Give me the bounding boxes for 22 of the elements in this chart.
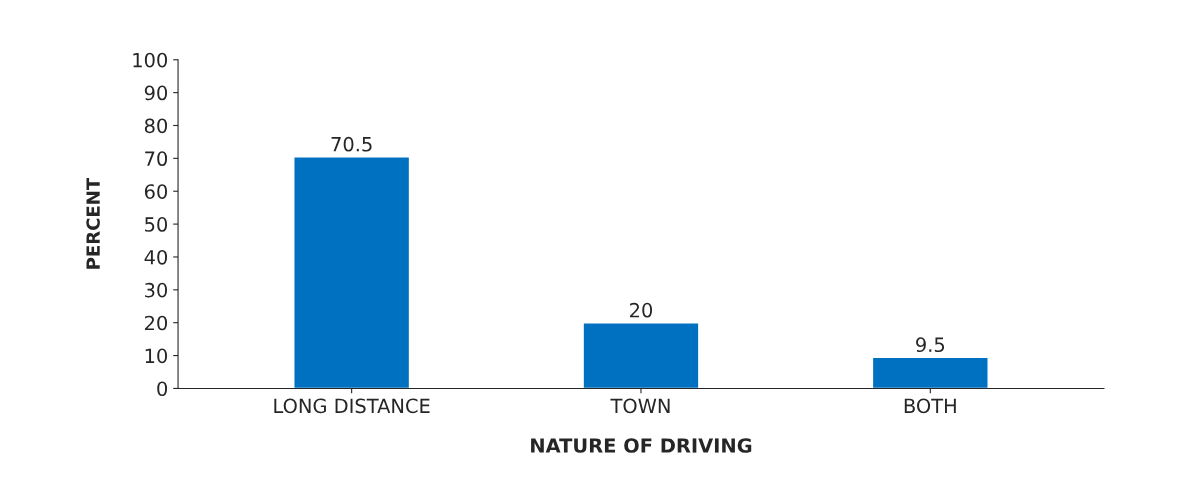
y-tick-label: 50 — [145, 217, 168, 232]
y-tick-label: 70 — [145, 151, 168, 167]
y-tick-label: 30 — [145, 282, 168, 298]
y-tick-label: 0 — [157, 381, 168, 397]
x-tick-label: BOTH — [904, 398, 956, 414]
x-tick-label: LONG DISTANCE — [274, 398, 430, 414]
bar — [582, 322, 700, 389]
y-tick-label: 90 — [144, 85, 168, 101]
y-tick-label: 80 — [144, 118, 168, 134]
y-tick-label: 40 — [144, 249, 168, 265]
y-tick-label: 100 — [133, 52, 168, 68]
x-tick-label: TOWN — [610, 398, 670, 414]
data-label: 9.5 — [916, 337, 945, 353]
data-label: 70.5 — [331, 136, 372, 152]
bar — [293, 156, 411, 389]
y-tick-label: 60 — [144, 184, 168, 199]
data-label: 20 — [630, 302, 653, 318]
x-axis-title: NATURE OF DRIVING — [531, 438, 752, 453]
y-axis-title: PERCENT — [86, 177, 100, 269]
y-tick-label: 10 — [145, 348, 168, 364]
y-tick-label: 20 — [145, 315, 168, 331]
bar — [871, 356, 989, 389]
